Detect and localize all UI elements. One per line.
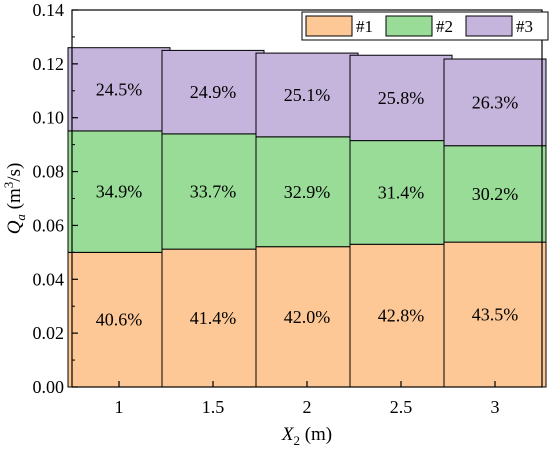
bar-3-5	[443, 58, 547, 147]
y-tick-label: 0.12	[33, 54, 65, 74]
data-label: 43.5%	[472, 305, 519, 325]
data-label: 30.2%	[472, 184, 519, 204]
x-tick-label: 1.5	[202, 397, 225, 417]
y-tick-label: 0.14	[33, 0, 65, 20]
data-label: 31.4%	[378, 182, 425, 202]
y-tick-label: 0.06	[33, 215, 65, 235]
bar-1-5	[443, 241, 547, 388]
bar-1-1	[67, 251, 171, 388]
data-label: 41.4%	[190, 308, 237, 328]
x-tick-label: 2.5	[390, 397, 413, 417]
data-label: 42.0%	[284, 307, 331, 327]
bar-1-2	[161, 248, 265, 388]
y-tick-label: 0.04	[33, 269, 65, 289]
legend-label-2: #2	[436, 17, 453, 36]
legend-swatch-3	[465, 15, 513, 37]
data-label: 40.6%	[96, 310, 143, 330]
y-tick-label: 0.08	[33, 162, 65, 182]
y-axis-label: Qa (m3/s)	[1, 163, 28, 235]
bar-labels-group: 40.6% 34.9% 24.5% 41.4% 33.7% 24.9% 42.0% 32.9%…	[96, 79, 519, 329]
data-label: 33.7%	[190, 181, 237, 201]
y-tick-label: 0.10	[33, 108, 65, 128]
data-label: 32.9%	[284, 182, 331, 202]
x-tick-label: 1	[115, 397, 124, 417]
legend-swatch-2	[385, 15, 433, 37]
y-tick-label: 0.00	[33, 377, 65, 397]
bar-3-1	[67, 47, 171, 132]
legend-label-1: #1	[356, 17, 373, 36]
data-label: 42.8%	[378, 306, 425, 326]
x-tick-label: 2	[303, 397, 312, 417]
bar-2-3	[255, 136, 359, 248]
data-label: 24.5%	[96, 79, 143, 99]
bar-2-2	[161, 133, 265, 250]
bar-1-4	[349, 243, 453, 388]
bar-2-1	[67, 130, 171, 253]
bar-3-4	[349, 54, 453, 142]
x-axis-label: X2 (m)	[281, 424, 332, 448]
y-tick-label: 0.02	[33, 323, 65, 343]
data-label: 26.3%	[472, 92, 519, 112]
legend-swatch-1	[305, 15, 353, 37]
bar-3-3	[255, 52, 359, 138]
data-label: 25.1%	[284, 85, 331, 105]
data-label: 34.9%	[96, 182, 143, 202]
data-label: 24.9%	[190, 82, 237, 102]
legend: #1 #2 #3	[301, 11, 549, 41]
bar-3-2	[161, 49, 265, 135]
legend-label-3: #3	[516, 17, 533, 36]
bars-group	[67, 47, 547, 388]
x-tick-label: 3	[491, 397, 500, 417]
data-label: 25.8%	[378, 88, 425, 108]
